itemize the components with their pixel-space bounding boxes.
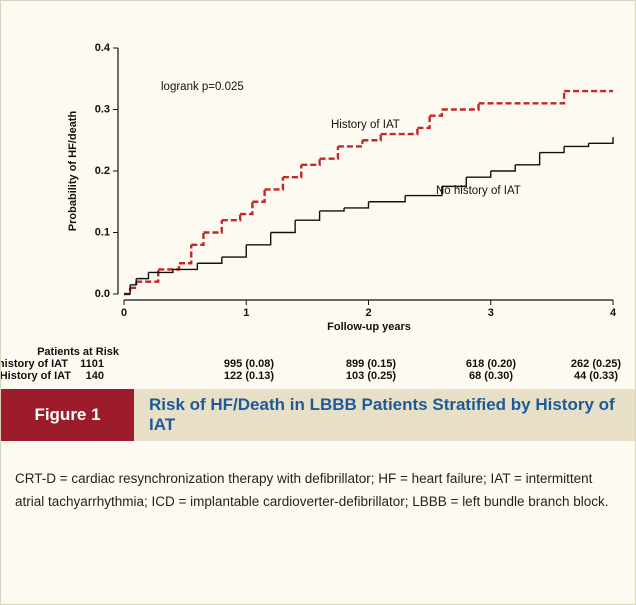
risk-cell: 899 (0.15) <box>346 358 396 370</box>
chart: Follow-up years Probability of HF/death … <box>1 42 621 382</box>
risk-cell: 1101 <box>80 358 104 370</box>
risk-cell: 44 (0.33) <box>574 370 618 382</box>
step-segment <box>539 146 565 154</box>
y-axis-label: Probability of HF/death <box>67 111 79 232</box>
x-tick-label: 0 <box>121 307 127 319</box>
step-segment <box>319 146 340 160</box>
step-segment <box>380 127 419 136</box>
step-segment <box>158 263 181 271</box>
y-tick-label: 0.2 <box>95 165 110 177</box>
step-segment <box>221 214 242 222</box>
y-tick-label: 0.1 <box>95 226 110 238</box>
step-segment <box>148 269 174 274</box>
annotation: History of IAT <box>331 119 400 131</box>
risk-row-label: History of IAT <box>1 370 71 382</box>
risk-cell: 618 (0.20) <box>466 358 516 370</box>
step-segment <box>301 158 321 167</box>
step-segment <box>564 143 590 148</box>
step-segment <box>344 201 370 209</box>
step-segment <box>124 287 132 296</box>
x-tick-label: 1 <box>243 307 249 319</box>
risk-table-title: Patients at Risk <box>37 346 120 358</box>
step-segment <box>240 201 254 216</box>
risk-cell: 122 (0.13) <box>224 370 274 382</box>
step-segment <box>136 272 150 280</box>
step-segment <box>191 232 205 246</box>
step-segment <box>252 189 266 203</box>
step-segment <box>270 220 296 234</box>
risk-cell: 68 (0.30) <box>469 370 513 382</box>
step-segment <box>405 186 443 197</box>
step-segment <box>264 177 285 191</box>
step-segment <box>478 91 566 105</box>
step-segment <box>221 244 247 258</box>
step-segment <box>588 137 614 145</box>
step-segment <box>441 103 480 111</box>
annotation: logrank p=0.025 <box>161 81 244 93</box>
step-segment <box>319 207 345 212</box>
step-segment <box>295 210 321 221</box>
step-segment <box>172 263 199 271</box>
step-segment <box>368 195 406 203</box>
x-tick-label: 4 <box>610 307 617 319</box>
step-segment <box>124 284 131 295</box>
risk-cell: 262 (0.25) <box>571 358 621 370</box>
step-segment <box>282 164 303 179</box>
step-segment <box>197 257 223 264</box>
y-tick-label: 0.4 <box>95 42 111 54</box>
step-segment <box>466 171 492 178</box>
step-segment <box>441 177 467 188</box>
step-segment <box>417 115 431 130</box>
step-segment <box>130 278 137 286</box>
x-tick-label: 2 <box>365 307 371 319</box>
step-segment <box>337 140 364 148</box>
risk-cell: 103 (0.25) <box>346 370 396 382</box>
risk-cell: 140 <box>86 370 104 382</box>
figure-title: Risk of HF/Death in LBBB Patients Strati… <box>149 395 615 434</box>
annotation: No history of IAT <box>436 185 521 197</box>
figure-label: Figure 1 <box>1 389 134 441</box>
x-axis-label: Follow-up years <box>327 321 411 333</box>
step-segment <box>246 232 272 246</box>
step-segment <box>203 220 223 234</box>
risk-row-label: No history of IAT <box>1 358 68 370</box>
risk-cell: 995 (0.08) <box>224 358 274 370</box>
figure-note: CRT-D = cardiac resynchronization therap… <box>15 471 609 509</box>
step-segment <box>429 109 444 117</box>
step-segment <box>154 269 160 283</box>
x-tick-label: 3 <box>488 307 494 319</box>
step-segment <box>515 152 541 166</box>
step-segment <box>490 164 516 172</box>
step-segment <box>179 244 193 265</box>
y-tick-label: 0.0 <box>95 288 110 300</box>
step-segment <box>362 134 382 142</box>
y-tick-label: 0.3 <box>95 103 110 115</box>
